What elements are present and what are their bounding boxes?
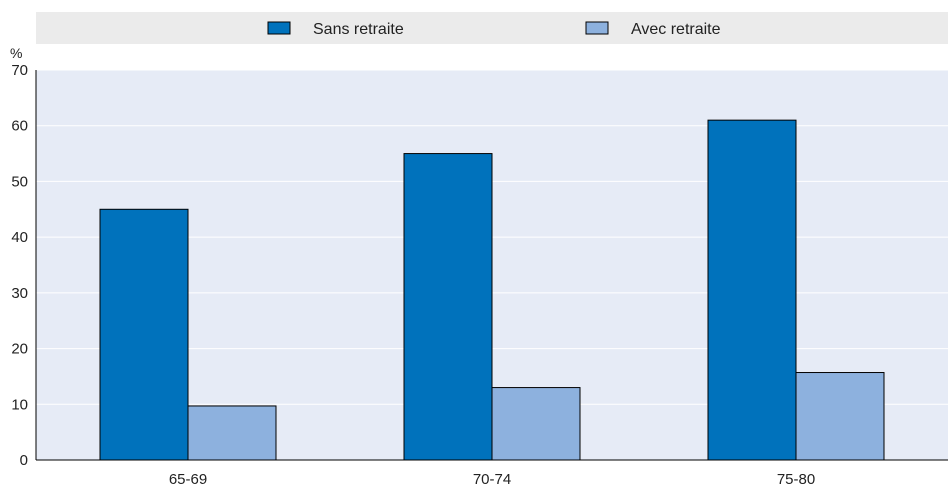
x-tick-label: 75-80 bbox=[777, 471, 815, 488]
y-tick-label: 50 bbox=[11, 173, 28, 190]
legend-label-sans-retraite: Sans retraite bbox=[313, 21, 404, 38]
y-axis-unit-label: % bbox=[10, 45, 22, 61]
y-tick-label: 10 bbox=[11, 396, 28, 413]
x-tick-label: 65-69 bbox=[169, 471, 207, 488]
bar-avec-retraite-75-80 bbox=[795, 372, 885, 461]
x-tick-label: 70-74 bbox=[473, 471, 511, 488]
bar-sans-retraite-75-80 bbox=[707, 119, 797, 461]
y-tick-label: 40 bbox=[11, 229, 28, 246]
y-tick-label: 70 bbox=[11, 62, 28, 79]
legend-swatch-sans-retraite bbox=[267, 21, 291, 35]
legend: Sans retraite Avec retraite bbox=[267, 21, 721, 38]
y-tick-label: 30 bbox=[11, 285, 28, 302]
bars bbox=[99, 119, 885, 461]
y-tick-label: 20 bbox=[11, 341, 28, 358]
bar-avec-retraite-70-74 bbox=[491, 387, 581, 461]
legend-label-avec-retraite: Avec retraite bbox=[631, 21, 721, 38]
legend-swatch-avec-retraite bbox=[585, 21, 609, 35]
legend-background bbox=[36, 12, 948, 44]
y-tick-label: 60 bbox=[11, 118, 28, 135]
bar-sans-retraite-65-69 bbox=[99, 208, 189, 461]
y-tick-label: 0 bbox=[20, 452, 28, 469]
x-tick-labels: 65-69 70-74 75-80 bbox=[169, 471, 815, 488]
bar-sans-retraite-70-74 bbox=[403, 153, 493, 461]
bar-avec-retraite-65-69 bbox=[187, 405, 277, 461]
y-tick-labels: 0 10 20 30 40 50 60 70 bbox=[11, 62, 28, 469]
